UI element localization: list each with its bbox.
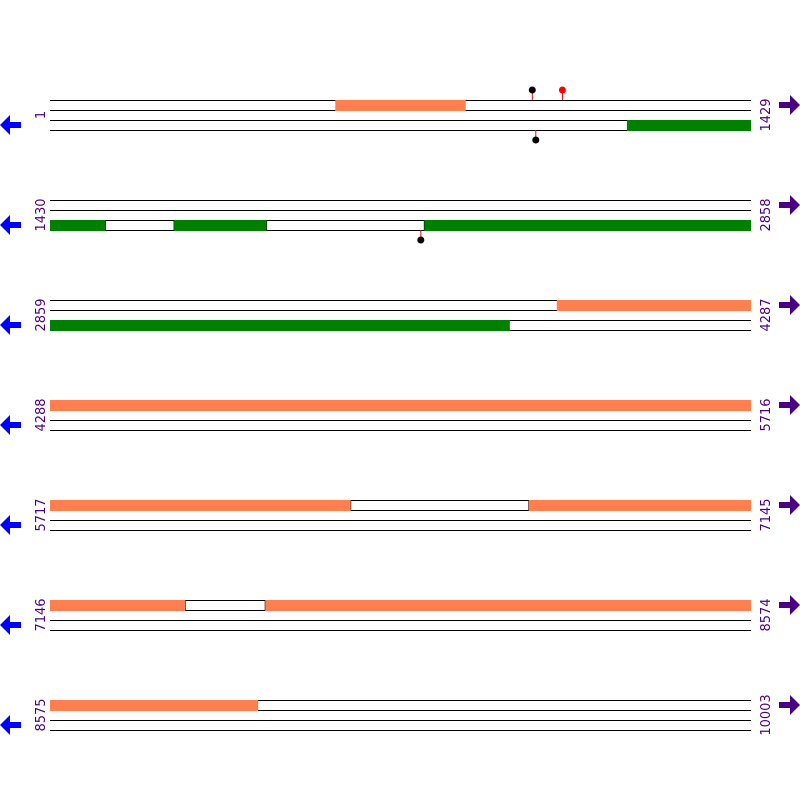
arrow-right-icon[interactable] — [779, 95, 800, 115]
arrow-right-icon[interactable] — [779, 195, 800, 215]
minus-feature-gap — [266, 220, 425, 231]
arrow-left-icon[interactable] — [0, 415, 21, 435]
arrow-left-icon[interactable] — [0, 515, 21, 535]
row-start-label: 4288 — [34, 398, 49, 431]
row-start-label: 1 — [34, 111, 49, 119]
plus-strand-feature[interactable] — [528, 500, 751, 511]
track-row: 1430 2858 — [0, 195, 800, 244]
row-end-label: 5716 — [759, 398, 774, 431]
row-end-label: 2858 — [759, 198, 774, 231]
plus-strand-feature[interactable] — [50, 700, 259, 711]
track-row: 5717 7145 — [0, 495, 800, 535]
arrow-right-icon[interactable] — [779, 595, 800, 615]
marker-dot[interactable] — [417, 236, 425, 244]
plus-strand-feature[interactable] — [556, 300, 751, 311]
track-row: 7146 8574 — [0, 595, 800, 635]
minus-strand-feature[interactable] — [424, 220, 751, 231]
plus-strand-feature[interactable] — [50, 400, 751, 411]
row-end-label: 8574 — [759, 598, 774, 631]
arrow-left-icon[interactable] — [0, 615, 21, 635]
plus-strand-feature[interactable] — [335, 100, 466, 111]
arrow-right-icon[interactable] — [779, 495, 800, 515]
plus-strand-feature[interactable] — [50, 500, 351, 511]
row-end-label: 10003 — [759, 694, 774, 735]
minus-strand-feature[interactable] — [626, 120, 751, 131]
arrow-left-icon[interactable] — [0, 315, 21, 335]
row-start-label: 2859 — [34, 298, 49, 331]
row-start-label: 8575 — [34, 698, 49, 731]
arrow-right-icon[interactable] — [779, 295, 800, 315]
row-start-label: 5717 — [34, 498, 49, 531]
arrow-right-icon[interactable] — [779, 695, 800, 715]
plus-feature-gap — [350, 500, 530, 511]
track-row: 4288 5716 — [0, 395, 800, 435]
arrow-left-icon[interactable] — [0, 115, 21, 135]
track-row: 1 1429 — [0, 86, 800, 144]
minus-strand-feature[interactable] — [50, 320, 510, 331]
row-start-label: 1430 — [34, 198, 49, 231]
minus-strand-feature[interactable] — [50, 220, 106, 231]
plus-strand-feature[interactable] — [50, 600, 186, 611]
arrow-left-icon[interactable] — [0, 215, 21, 235]
plus-feature-gap — [184, 600, 266, 611]
row-end-label: 1429 — [759, 98, 774, 131]
plus-strand-feature[interactable] — [265, 600, 751, 611]
marker-dot[interactable] — [532, 136, 540, 144]
row-start-label: 7146 — [34, 598, 49, 631]
row-end-label: 7145 — [759, 498, 774, 531]
arrow-right-icon[interactable] — [779, 395, 800, 415]
track-row: 2859 4287 — [0, 295, 800, 335]
marker-dot[interactable] — [558, 86, 566, 94]
track-row: 8575 10003 — [0, 694, 800, 736]
marker-dot[interactable] — [528, 86, 536, 94]
arrow-left-icon[interactable] — [0, 715, 21, 735]
minus-strand-feature[interactable] — [174, 220, 267, 231]
row-end-label: 4287 — [759, 298, 774, 331]
minus-feature-gap — [104, 220, 175, 231]
